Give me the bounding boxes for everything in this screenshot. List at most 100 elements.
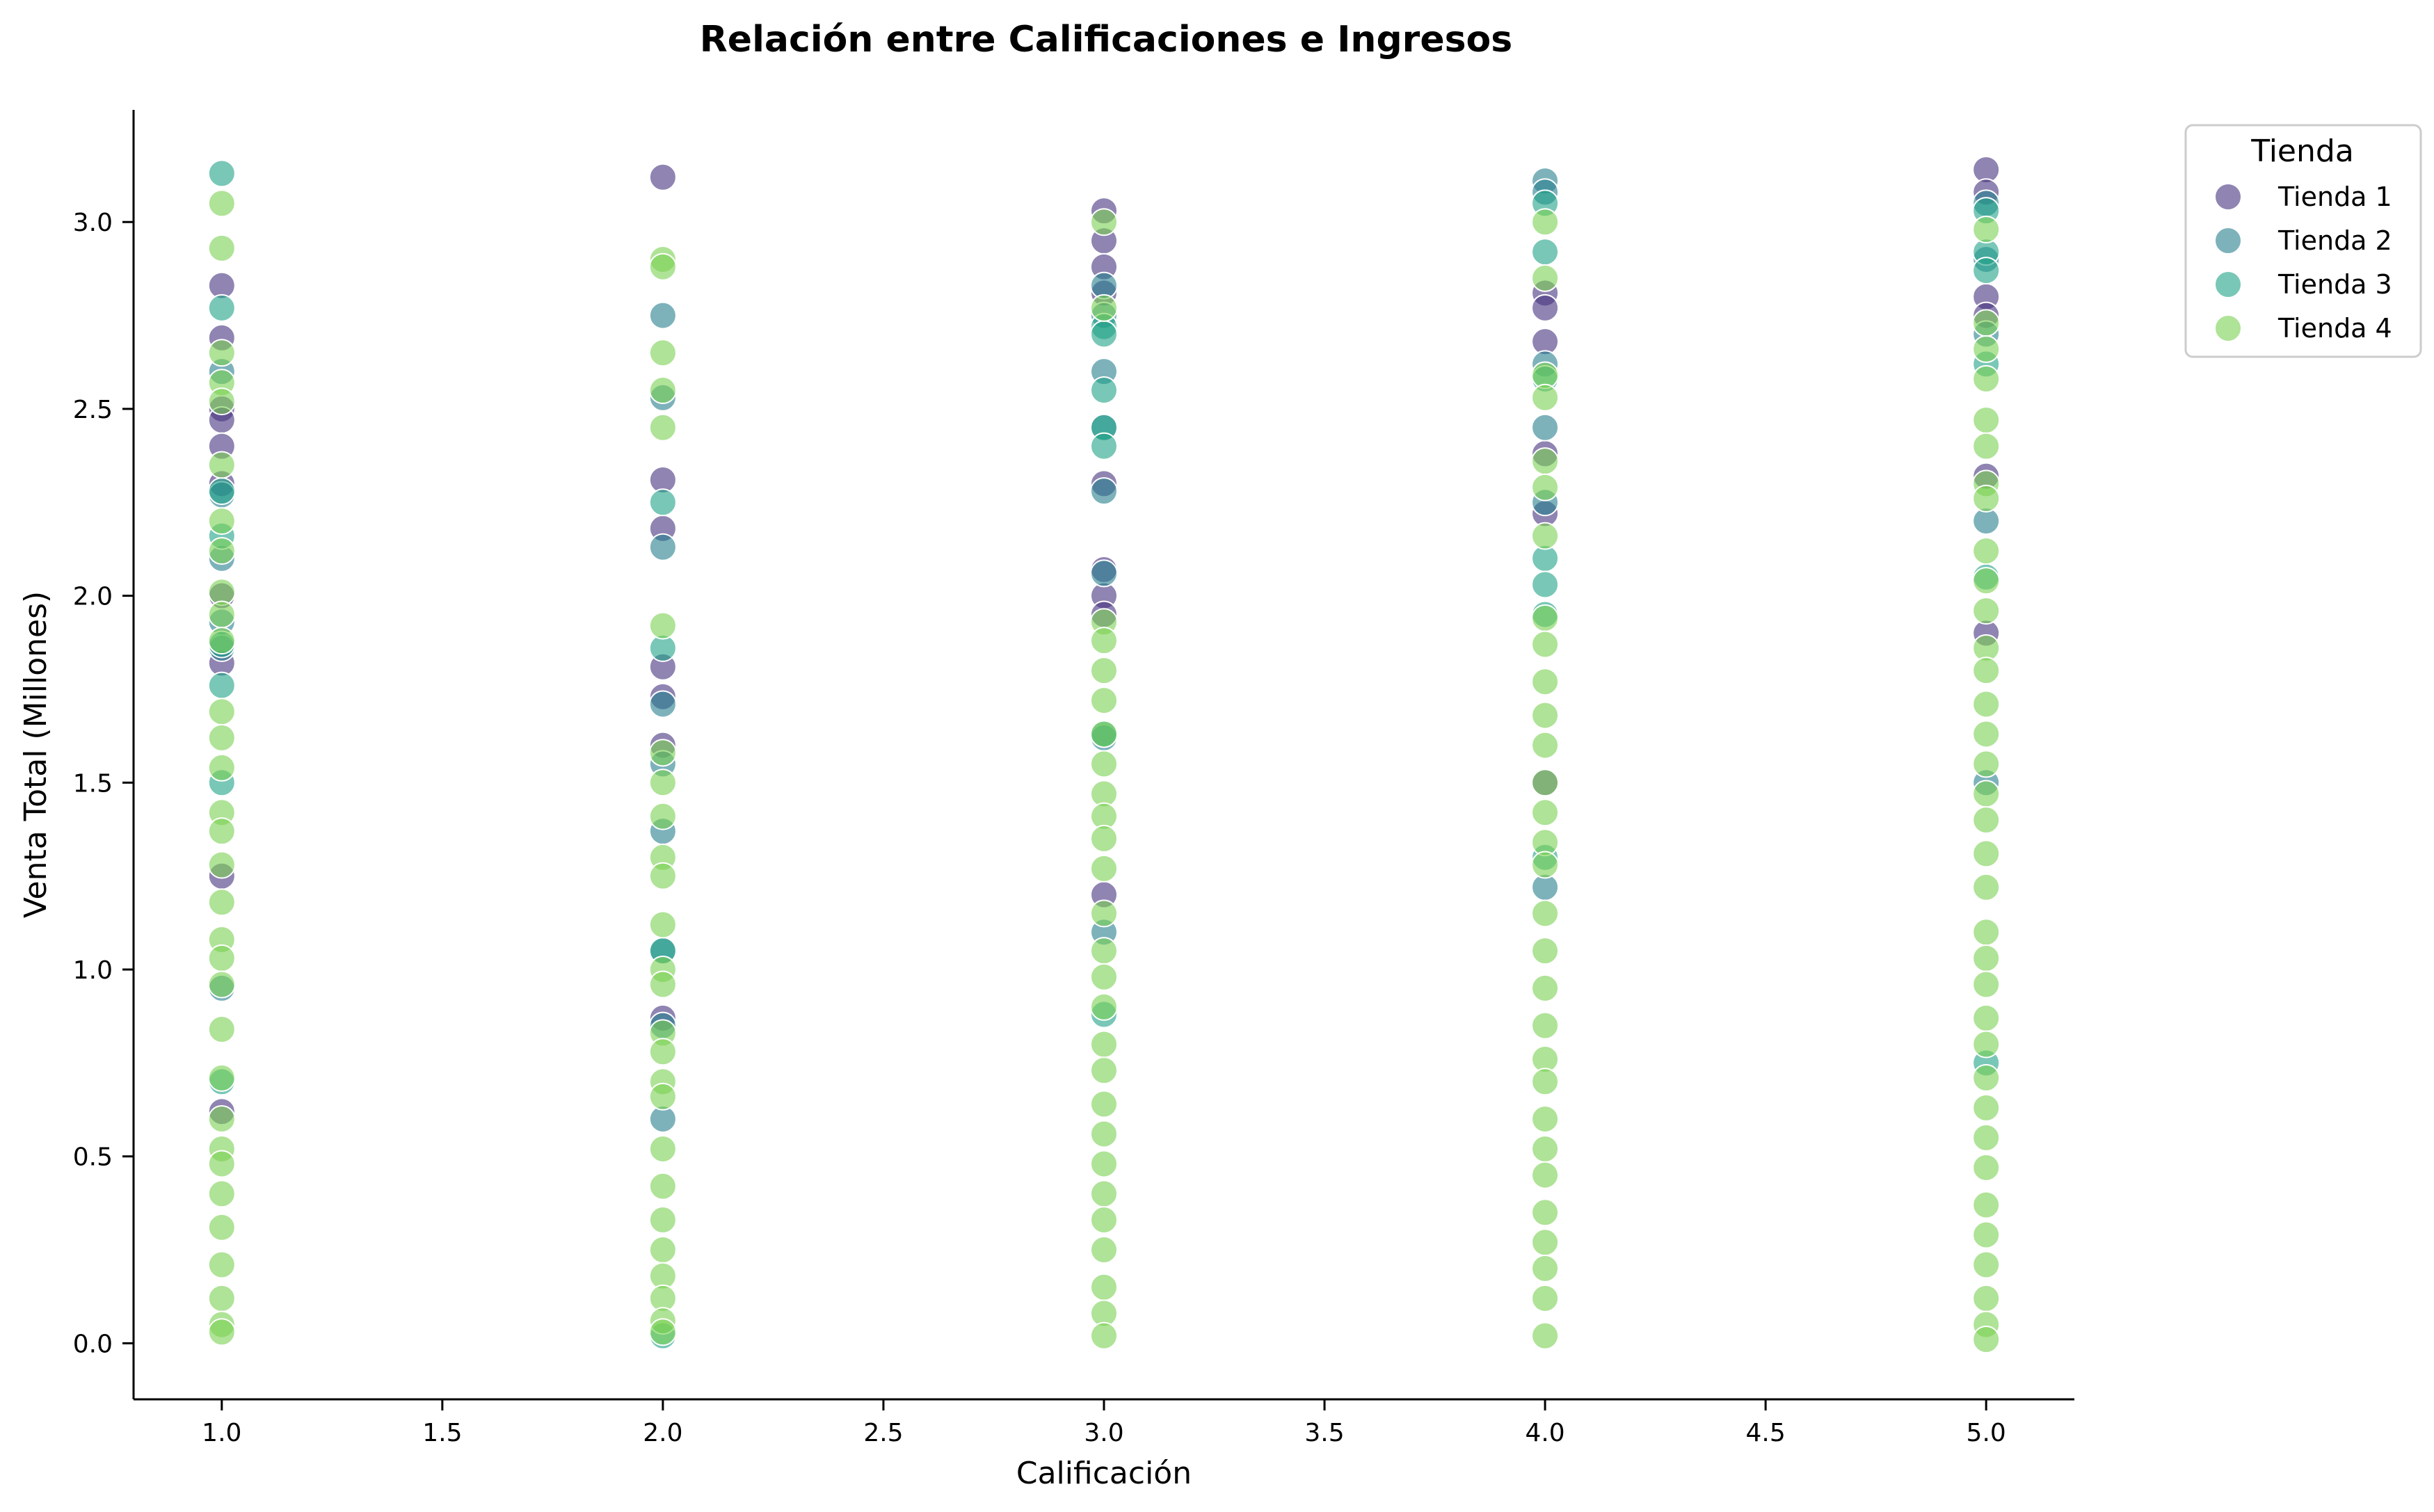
data-point: [207, 851, 236, 879]
data-point: [1972, 597, 2001, 625]
data-point: [1972, 364, 2001, 393]
data-point: [1972, 1123, 2001, 1152]
data-point: [1531, 1011, 1560, 1040]
data-point: [207, 970, 236, 999]
data-point: [1972, 780, 2001, 808]
data-point: [648, 970, 677, 999]
data-point: [1090, 293, 1118, 322]
data-point: [1531, 1321, 1560, 1350]
data-point: [1531, 293, 1560, 322]
legend-label: Tienda 3: [2277, 269, 2392, 300]
data-point: [648, 910, 677, 939]
data-point: [648, 413, 677, 442]
data-point: [1972, 873, 2001, 901]
data-point: [1972, 1326, 2001, 1354]
data-point: [648, 1038, 677, 1066]
data-point: [207, 537, 236, 565]
y-tick-label: 1.5: [73, 769, 113, 798]
data-point: [1972, 567, 2001, 595]
data-point: [1531, 570, 1560, 599]
data-point: [1090, 320, 1118, 348]
series-tienda-4: [207, 189, 2001, 1354]
data-point: [648, 1134, 677, 1163]
data-point: [207, 1180, 236, 1208]
x-ticks: 1.0 1.5 2.0 2.5 3.0 3.5 4.0 4.5 5.0: [202, 1399, 2006, 1447]
data-point: [1972, 309, 2001, 337]
data-point: [1531, 731, 1560, 759]
x-tick-label: 4.0: [1525, 1419, 1564, 1447]
data-point: [207, 507, 236, 536]
data-point: [648, 862, 677, 890]
data-point: [207, 698, 236, 726]
data-point: [1090, 1321, 1118, 1350]
legend-marker: [2214, 314, 2242, 342]
data-point: [648, 1206, 677, 1234]
data-point: [1531, 1284, 1560, 1312]
y-tick-label: 2.5: [73, 396, 113, 424]
data-point: [648, 339, 677, 367]
data-point: [1090, 992, 1118, 1021]
data-point: [1531, 1254, 1560, 1282]
data-point: [1972, 1191, 2001, 1219]
data-point: [1972, 335, 2001, 363]
data-point: [207, 339, 236, 367]
data-point: [1090, 1206, 1118, 1234]
y-axis-label: Venta Total (Millones): [18, 591, 54, 918]
data-point: [207, 627, 236, 655]
data-point: [648, 611, 677, 640]
data-point: [207, 1213, 236, 1241]
data-point: [207, 753, 236, 782]
data-point: [648, 1318, 677, 1346]
data-point: [207, 888, 236, 917]
data-point: [1972, 1284, 2001, 1312]
x-tick-label: 3.5: [1304, 1419, 1344, 1447]
legend-marker: [2214, 183, 2242, 211]
data-point: [1090, 937, 1118, 965]
data-point: [1090, 1120, 1118, 1148]
x-tick-label: 4.5: [1746, 1419, 1786, 1447]
data-point: [1090, 559, 1118, 588]
data-point: [207, 189, 236, 218]
legend-marker: [2214, 271, 2242, 298]
chart-title: Relación entre Calificaciones e Ingresos: [700, 19, 1512, 61]
data-point: [1090, 1236, 1118, 1264]
legend: Tienda Tienda 1 Tienda 2 Tienda 3 Tienda 4: [2184, 124, 2422, 358]
data-point: [1090, 1180, 1118, 1208]
data-point: [1090, 854, 1118, 883]
data-point: [1972, 257, 2001, 285]
data-point: [1090, 477, 1118, 506]
data-point: [1972, 806, 2001, 835]
data-point: [1972, 1030, 2001, 1059]
data-point: [207, 1063, 236, 1092]
data-point: [648, 769, 677, 797]
data-point: [1090, 824, 1118, 853]
legend-label: Tienda 4: [2277, 313, 2392, 344]
y-tick-label: 0.0: [73, 1330, 113, 1358]
data-point: [1090, 899, 1118, 928]
data-point: [1090, 208, 1118, 236]
data-point: [1531, 899, 1560, 928]
data-point: [1531, 798, 1560, 827]
data-point: [207, 234, 236, 262]
data-point: [207, 451, 236, 479]
data-point: [1531, 1068, 1560, 1096]
data-point: [1972, 1250, 2001, 1279]
legend-label: Tienda 2: [2277, 225, 2392, 256]
data-point: [1972, 1093, 2001, 1122]
data-point: [648, 488, 677, 517]
data-point: [1531, 937, 1560, 965]
data-point: [1972, 537, 2001, 565]
data-point: [207, 477, 236, 506]
data-point: [1531, 447, 1560, 476]
data-point: [1090, 627, 1118, 655]
data-point: [1972, 1221, 2001, 1249]
data-point: [648, 739, 677, 767]
data-point: [1090, 432, 1118, 460]
y-tick-label: 1.0: [73, 956, 113, 985]
data-point: [1972, 918, 2001, 947]
data-point: [1531, 668, 1560, 696]
data-point: [1531, 1228, 1560, 1257]
data-point: [1531, 473, 1560, 501]
data-point: [648, 252, 677, 281]
